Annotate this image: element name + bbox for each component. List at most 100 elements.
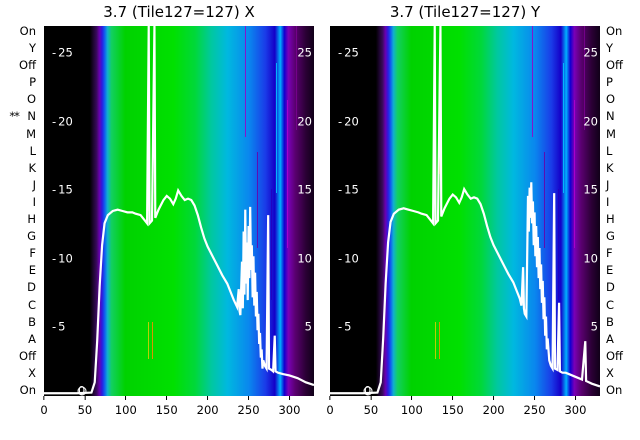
- x-tick-mark: [248, 396, 250, 400]
- x-tick-mark: [288, 396, 290, 400]
- outer-axis-tick: H: [27, 212, 36, 227]
- outer-axis-tick: B: [28, 314, 36, 329]
- x-tick-mark: [125, 396, 127, 400]
- panel-title-x: 3.7 (Tile127=127) X: [103, 3, 255, 21]
- x-axis-panel-x: 0 50 100 150 200 250 300: [40, 396, 314, 440]
- x-tick-label: 200: [196, 403, 219, 417]
- x-tick-label: 150: [155, 403, 178, 417]
- heatmap-panel-y[interactable]: -25 25-20 20-15 15-10 10-5 5 0: [330, 26, 600, 396]
- outer-axis-right: On Y Off P O N M L K J I H G F E D C B A Off X On: [602, 24, 640, 396]
- outer-axis-tick: Off: [606, 348, 623, 363]
- outer-axis-tick: G: [606, 229, 615, 244]
- outer-axis-tick: On: [19, 24, 36, 38]
- outer-axis-tick: N **: [9, 109, 36, 124]
- outer-axis-tick: L: [29, 143, 36, 158]
- x-tick-mark: [84, 396, 86, 400]
- axis-marker-asterisks: **: [9, 109, 19, 124]
- heatmap-streak: [296, 26, 298, 130]
- x-tick-mark: [493, 396, 495, 400]
- heatmap-streak: [147, 322, 150, 359]
- panel-title-y: 3.7 (Tile127=127) Y: [389, 3, 541, 21]
- x-tick-mark: [452, 396, 454, 400]
- outer-axis-tick: On: [19, 382, 36, 397]
- x-axis-tick: 0: [40, 396, 48, 417]
- outer-axis-tick: L: [606, 143, 613, 158]
- x-tick-label: 50: [77, 403, 93, 417]
- x-tick-mark: [166, 396, 168, 400]
- heatmap-streak: [245, 26, 247, 137]
- trace-path: [330, 26, 600, 393]
- outer-axis-tick: Y: [606, 41, 614, 56]
- x-axis-tick: 200: [197, 396, 219, 417]
- heatmap-streak: [257, 151, 259, 248]
- outer-axis-tick: O: [606, 92, 616, 107]
- outer-axis-tick: P: [29, 75, 36, 90]
- x-axis-panel-y: 0 50 100 150 200 250 300: [326, 396, 600, 440]
- x-tick-mark: [43, 396, 45, 400]
- outer-axis-tick: P: [606, 75, 613, 90]
- x-tick-mark: [574, 396, 576, 400]
- outer-axis-tick: C: [27, 297, 36, 312]
- outer-axis-tick: On: [606, 24, 623, 38]
- x-axis-tick: 200: [483, 396, 505, 417]
- outer-axis-tick: I: [32, 194, 36, 209]
- outer-axis-left: On Y Off P O N ** M L K J I H G F E D C B A Off X On: [0, 24, 40, 397]
- x-axis-tick: 250: [238, 396, 260, 417]
- outer-axis-tick: A: [28, 331, 36, 346]
- heatmap-streak: [439, 322, 441, 359]
- heatmap-streak: [563, 63, 565, 193]
- x-axis-tick: 250: [524, 396, 546, 417]
- x-tick-mark: [207, 396, 209, 400]
- outer-axis-tick: K: [606, 160, 614, 175]
- heatmap-image-x: [44, 26, 314, 396]
- outer-axis-tick: Off: [19, 58, 36, 73]
- outer-axis-tick: K: [28, 160, 36, 175]
- heatmap-streak: [544, 151, 546, 248]
- outer-axis-tick: J: [606, 177, 610, 192]
- x-tick-label: 150: [441, 403, 464, 417]
- heatmap-streak: [583, 26, 585, 130]
- profile-trace-y: [330, 26, 600, 396]
- profile-trace-x: [44, 26, 314, 396]
- heatmap-streak: [557, 188, 560, 300]
- heatmap-streak: [270, 188, 272, 300]
- trace-path: [44, 26, 314, 393]
- heatmap-streak: [435, 322, 437, 359]
- x-tick-mark: [411, 396, 413, 400]
- x-tick-label: 200: [482, 403, 505, 417]
- outer-axis-tick: C: [606, 297, 615, 312]
- outer-axis-tick: H: [606, 212, 615, 227]
- x-tick-label: 250: [237, 403, 260, 417]
- heatmap-streak: [152, 322, 153, 359]
- outer-axis-tick: J: [32, 177, 36, 192]
- outer-axis-tick: N: [606, 109, 615, 124]
- x-tick-label: 300: [564, 403, 587, 417]
- x-tick-label: 50: [363, 403, 379, 417]
- x-tick-mark: [329, 396, 331, 400]
- x-tick-label: 100: [400, 403, 423, 417]
- x-tick-label: 0: [40, 403, 48, 417]
- outer-axis-tick: M: [26, 126, 36, 141]
- x-axis-tick: 50: [77, 396, 93, 417]
- outer-axis-tick: A: [606, 331, 614, 346]
- x-axis-tick: 0: [326, 396, 334, 417]
- outer-axis-tick: G: [27, 229, 36, 244]
- x-axis-tick: 150: [156, 396, 178, 417]
- x-tick-label: 250: [523, 403, 546, 417]
- outer-axis-tick: O: [26, 92, 36, 107]
- outer-axis-tick: Off: [606, 58, 623, 73]
- outer-axis-tick: D: [27, 280, 36, 295]
- x-tick-label: 100: [114, 403, 137, 417]
- heatmap-panel-x[interactable]: -25 25-20 20-15 15-10 10-5 5 0: [44, 26, 314, 396]
- outer-axis-tick: Y: [28, 41, 36, 56]
- x-tick-mark: [534, 396, 536, 400]
- x-axis-tick: 100: [115, 396, 137, 417]
- outer-axis-tick: M: [606, 126, 616, 141]
- outer-axis-tick: D: [606, 280, 615, 295]
- zero-marker-circle: [363, 386, 373, 396]
- heatmap-streak: [276, 63, 278, 193]
- outer-axis-tick: E: [28, 263, 36, 278]
- x-axis-tick: 100: [401, 396, 423, 417]
- heatmap-streak: [532, 26, 534, 137]
- outer-axis-tick: X: [606, 365, 614, 380]
